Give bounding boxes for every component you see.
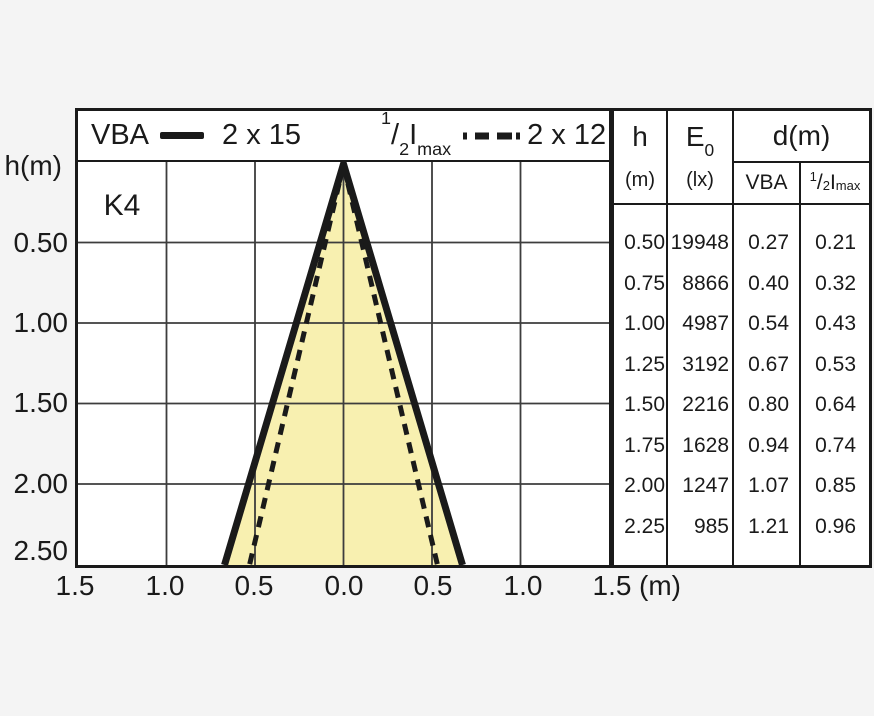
x-tick: 1.5 [592, 570, 632, 601]
half-imax-cone-outline [247, 164, 440, 565]
x-tick: 0.0 [324, 570, 364, 601]
table-cell: 0.75 [624, 271, 665, 295]
x-axis-unit: (m) [639, 570, 681, 601]
legend-series-vba-label: VBA [91, 119, 150, 151]
table-cell: 0.80 [748, 393, 789, 416]
table-cell: 2.25 [624, 514, 665, 538]
beam-cone-plot [78, 162, 609, 565]
table-cell: 0.43 [815, 312, 856, 335]
table-cell: 0.64 [815, 393, 856, 416]
table-cell: 0.54 [748, 312, 789, 335]
x-tick: 1.0 [145, 570, 185, 601]
dashed-line-swatch-icon [463, 132, 521, 139]
table-cell: 3192 [682, 352, 729, 376]
table-cell: 1.07 [748, 474, 789, 497]
y-axis-title: h(m) [4, 150, 62, 181]
table-cell: 1247 [682, 474, 729, 497]
chart-legend: VBA 2 x 15 1/2Imax 2 x 12 [78, 108, 609, 162]
x-tick: 0.5 [413, 570, 453, 601]
curve-class-label: K4 [103, 189, 141, 222]
table-cell: 0.94 [748, 433, 789, 457]
beam-cone-chart: VBA 2 x 15 1/2Imax 2 x 12 [75, 108, 612, 568]
table-cell: 1.25 [624, 352, 665, 376]
table-cell: 0.85 [815, 474, 856, 497]
col-subheader-vba: VBA [734, 163, 801, 203]
y-tick: 2.50 [13, 535, 69, 566]
table-cell: 1.21 [748, 514, 789, 538]
table-body: 0.50 0.75 1.00 1.25 1.50 1.75 2.00 2.25 19948 88… [614, 205, 869, 565]
x-tick: 1.0 [503, 570, 543, 601]
table-cell: 1.50 [624, 393, 665, 416]
col-header-dm: d(m) [734, 111, 869, 163]
table-cell: 0.32 [815, 271, 856, 295]
table-cell: 0.27 [748, 231, 789, 254]
y-tick: 0.50 [13, 227, 69, 258]
grid-lines [78, 162, 609, 565]
table-cell: 0.74 [815, 433, 856, 457]
table-cell: 0.50 [624, 231, 665, 254]
column-h-values: 0.50 0.75 1.00 1.25 1.50 1.75 2.00 2.25 [614, 205, 668, 565]
column-e0-values: 19948 8866 4987 3192 2216 1628 1247 985 [668, 205, 734, 565]
table-cell: 0.53 [815, 352, 856, 376]
table-cell: 19948 [670, 231, 729, 254]
col-header-e0: E0 (lx) [668, 111, 734, 203]
table-cell: 1628 [682, 433, 729, 457]
solid-line-swatch-icon [160, 132, 205, 139]
y-tick: 1.50 [13, 387, 69, 418]
x-tick: 1.5 [55, 570, 95, 601]
table-cell: 0.67 [748, 352, 789, 376]
y-tick: 2.00 [13, 468, 69, 499]
table-cell: 0.21 [815, 231, 856, 254]
table-cell: 0.40 [748, 271, 789, 295]
legend-series-vba-value: 2 x 15 [222, 119, 302, 151]
column-dvba-values: 0.27 0.40 0.54 0.67 0.80 0.94 1.07 1.21 [734, 205, 801, 565]
table-cell: 8866 [682, 271, 729, 295]
x-tick: 0.5 [234, 570, 274, 601]
table-cell: 985 [693, 514, 729, 538]
table-cell: 2.00 [624, 474, 665, 497]
legend-series-halfimax-value: 2 x 12 [527, 119, 607, 151]
column-dimax-values: 0.21 0.32 0.43 0.53 0.64 0.74 0.85 0.96 [801, 205, 869, 565]
table-cell: 1.75 [624, 433, 665, 457]
vba-cone-outline [221, 162, 466, 565]
y-tick: 1.00 [13, 307, 69, 338]
table-cell: 1.00 [624, 312, 665, 335]
col-header-h: h (m) [614, 111, 668, 203]
table-cell: 4987 [682, 312, 729, 335]
table-cell: 0.96 [815, 514, 856, 538]
legend-series-halfimax-label: 1/2Imax [381, 108, 452, 159]
table-cell: 2216 [682, 393, 729, 416]
